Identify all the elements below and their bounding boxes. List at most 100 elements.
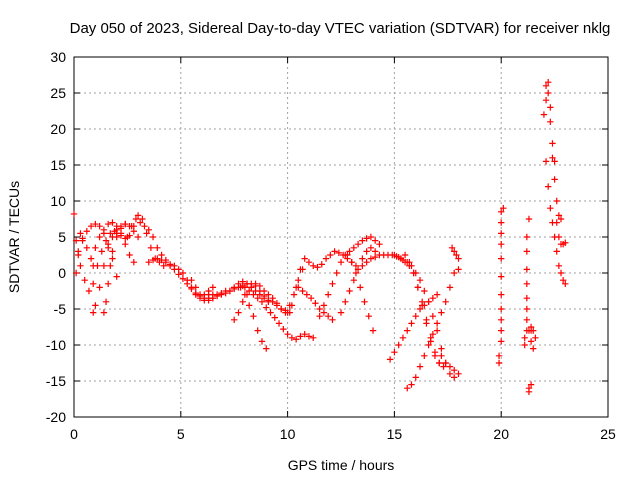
data-point xyxy=(265,297,272,304)
data-point xyxy=(231,284,238,291)
data-point xyxy=(107,230,114,237)
data-point xyxy=(267,309,274,316)
data-point xyxy=(245,302,253,309)
data-point xyxy=(404,385,411,392)
y-tick-label: 10 xyxy=(50,193,66,209)
data-point xyxy=(451,374,458,381)
data-point xyxy=(523,233,531,241)
data-point xyxy=(451,248,458,255)
data-point xyxy=(337,259,345,266)
data-point xyxy=(455,266,462,273)
data-point xyxy=(555,212,563,219)
data-point xyxy=(130,259,138,266)
data-point xyxy=(109,248,116,255)
data-point xyxy=(297,333,304,340)
data-point xyxy=(297,266,304,273)
data-point xyxy=(427,338,434,345)
data-point xyxy=(404,327,411,334)
data-point xyxy=(346,287,353,295)
data-point xyxy=(410,269,417,277)
data-point xyxy=(406,259,413,266)
data-point xyxy=(83,228,91,235)
y-tick-label: 15 xyxy=(50,157,66,173)
data-point xyxy=(431,352,439,359)
data-point xyxy=(218,291,225,298)
data-point xyxy=(252,280,259,287)
data-point xyxy=(134,212,142,219)
data-point xyxy=(455,255,462,262)
data-point xyxy=(549,154,556,161)
data-point xyxy=(265,291,272,298)
data-point xyxy=(90,262,97,269)
data-point xyxy=(122,241,129,248)
data-point xyxy=(547,205,554,212)
data-point xyxy=(455,370,462,377)
data-point xyxy=(239,298,246,305)
data-point xyxy=(243,280,251,287)
data-point xyxy=(386,356,394,363)
data-point xyxy=(305,259,313,266)
y-tick-label: 5 xyxy=(58,229,66,245)
data-point xyxy=(555,262,563,269)
series-arc-24 xyxy=(401,251,443,367)
data-point xyxy=(292,336,300,343)
data-point xyxy=(523,295,531,302)
data-point xyxy=(290,291,298,298)
data-point xyxy=(547,118,554,125)
x-tick-label: 15 xyxy=(387,426,403,442)
data-point xyxy=(495,352,503,359)
data-point xyxy=(562,280,569,287)
data-point xyxy=(451,367,458,374)
data-point xyxy=(117,232,125,239)
data-point xyxy=(359,262,366,269)
data-point xyxy=(525,215,533,223)
data-point xyxy=(498,338,505,345)
data-point xyxy=(559,277,567,284)
data-point xyxy=(158,251,165,259)
data-point xyxy=(429,313,437,320)
data-point xyxy=(523,316,531,323)
data-point xyxy=(70,210,78,218)
data-point xyxy=(436,359,443,367)
data-point xyxy=(126,251,133,259)
data-point xyxy=(527,381,535,388)
data-point xyxy=(149,256,157,264)
series-arc-16 xyxy=(295,284,336,323)
data-point xyxy=(446,284,454,291)
data-point xyxy=(418,302,426,309)
series-arc-21 xyxy=(391,251,458,381)
data-point xyxy=(72,237,80,244)
data-point xyxy=(498,327,505,334)
data-point xyxy=(544,89,552,97)
data-point xyxy=(96,284,103,291)
data-point xyxy=(295,277,302,284)
data-point xyxy=(425,341,432,349)
y-tick-label: -20 xyxy=(46,409,66,425)
data-point xyxy=(235,309,242,316)
data-point xyxy=(329,280,336,287)
data-point xyxy=(128,223,135,230)
data-point xyxy=(412,313,419,320)
data-point xyxy=(399,256,407,264)
data-point xyxy=(316,313,323,320)
series-arc-32 xyxy=(553,219,569,248)
data-point xyxy=(143,230,150,237)
data-point xyxy=(254,327,261,334)
data-point xyxy=(222,289,229,297)
data-point xyxy=(160,262,167,269)
data-point xyxy=(446,363,454,370)
data-point xyxy=(371,248,379,255)
data-point xyxy=(113,230,120,237)
data-point xyxy=(162,256,170,264)
data-point xyxy=(557,269,565,277)
data-point xyxy=(527,338,535,345)
data-point xyxy=(124,233,131,241)
data-point xyxy=(256,291,264,298)
x-tick-label: 20 xyxy=(493,426,509,442)
series-arc-27 xyxy=(495,205,507,367)
data-point xyxy=(498,208,505,215)
data-point xyxy=(335,249,343,257)
data-point xyxy=(96,233,103,241)
data-point xyxy=(523,266,531,273)
